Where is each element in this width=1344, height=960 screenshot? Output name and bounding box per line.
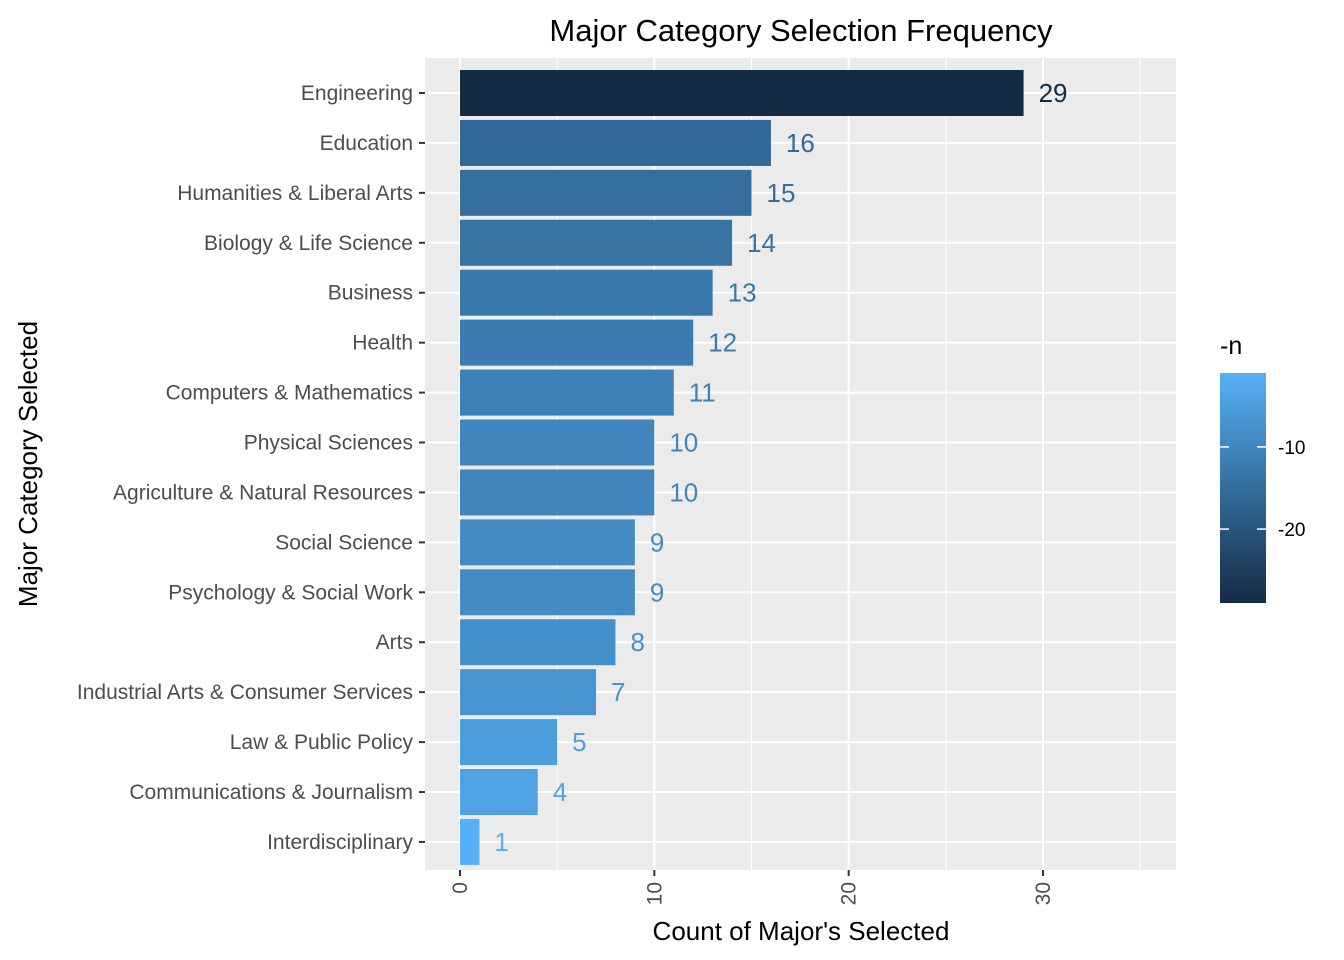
bar: [460, 619, 616, 666]
bar: [460, 818, 480, 865]
x-tick-label: 10: [643, 882, 666, 905]
bar-value-label: 10: [669, 477, 698, 507]
y-tick-label: Engineering: [301, 82, 413, 105]
y-tick-label: Computers & Mathematics: [166, 382, 413, 405]
y-tick-label: Health: [352, 332, 413, 355]
bar: [460, 70, 1024, 116]
bar-value-label: 5: [572, 727, 586, 757]
x-axis-title: Count of Major's Selected: [653, 916, 950, 946]
bar: [460, 569, 635, 616]
y-tick-label: Business: [328, 282, 413, 305]
bar: [460, 469, 655, 516]
bar-value-label: 9: [650, 577, 664, 607]
legend-colorbar: [1220, 373, 1266, 603]
y-tick-label: Humanities & Liberal Arts: [177, 182, 413, 205]
bar-value-label: 29: [1039, 78, 1068, 108]
bar-value-label: 1: [494, 827, 508, 857]
bar-value-label: 15: [767, 178, 796, 208]
bar-value-label: 4: [553, 777, 567, 807]
y-tick-label: Agriculture & Natural Resources: [113, 481, 413, 504]
y-tick-label: Interdisciplinary: [267, 831, 413, 854]
bar: [460, 319, 694, 366]
bar-value-label: 16: [786, 128, 815, 158]
y-tick-label: Law & Public Policy: [230, 731, 414, 754]
bar-value-label: 14: [747, 228, 776, 258]
legend: -n -10 -20: [1220, 332, 1305, 603]
y-tick-label: Education: [320, 132, 413, 155]
y-tick-label: Communications & Journalism: [129, 781, 413, 804]
x-axis: 0 10 20 30: [449, 870, 1055, 905]
y-tick-label: Industrial Arts & Consumer Services: [77, 681, 413, 704]
legend-tick-label: -20: [1278, 520, 1305, 541]
bar-value-label: 13: [728, 278, 757, 308]
bar-value-label: 9: [650, 527, 664, 557]
bar: [460, 719, 558, 766]
y-tick-label: Social Science: [275, 531, 413, 554]
bar: [460, 169, 752, 216]
bar: [460, 119, 771, 166]
y-axis-title: Major Category Selected: [13, 321, 43, 607]
bar: [460, 669, 597, 716]
bar-value-label: 7: [611, 677, 625, 707]
x-tick-label: 20: [838, 882, 861, 905]
y-tick-label: Biology & Life Science: [204, 232, 413, 255]
bar: [460, 769, 538, 816]
bar-value-label: 11: [689, 378, 716, 408]
y-axis: Engineering Education Humanities & Liberal…: [77, 82, 425, 854]
y-tick-label: Arts: [376, 631, 413, 654]
legend-title: -n: [1220, 332, 1242, 360]
legend-ticks: -10 -20: [1220, 438, 1305, 541]
x-tick-label: 0: [449, 882, 472, 894]
y-tick-label: Psychology & Social Work: [168, 581, 413, 604]
bar: [460, 219, 733, 266]
bar-value-label: 12: [708, 328, 737, 358]
bar: [460, 519, 635, 566]
x-tick-label: 30: [1032, 882, 1055, 905]
bar: [460, 419, 655, 466]
bar: [460, 369, 674, 416]
chart-title: Major Category Selection Frequency: [549, 13, 1053, 48]
legend-tick-label: -10: [1278, 438, 1305, 459]
bars: [460, 70, 1024, 865]
bar-value-label: 10: [669, 428, 698, 458]
bar-value-label: 8: [630, 627, 644, 657]
bar: [460, 269, 713, 316]
y-tick-label: Physical Sciences: [244, 432, 413, 455]
